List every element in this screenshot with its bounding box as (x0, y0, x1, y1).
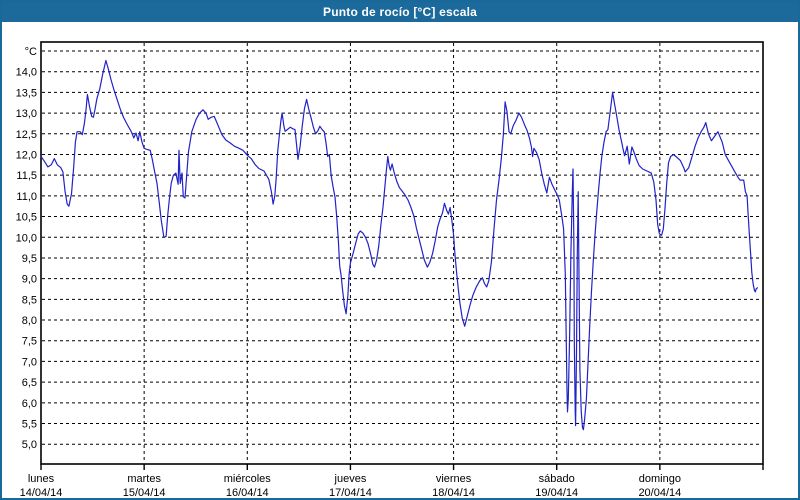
y-tick-label: 6,5 (22, 377, 37, 389)
y-tick-label: 11,0 (16, 191, 37, 203)
y-tick-label: 7,0 (22, 356, 37, 368)
day-name-label: jueves (334, 473, 367, 485)
y-tick-label: 10,0 (16, 232, 37, 244)
y-tick-label: 13,5 (16, 87, 37, 99)
dewpoint-series-line (40, 59, 759, 431)
y-tick-label: 8,0 (22, 315, 37, 327)
y-gridlines (42, 50, 762, 445)
y-tick-label: 14,0 (16, 67, 37, 79)
day-name-label: martes (127, 473, 161, 485)
day-date-label: 19/04/14 (535, 487, 578, 499)
y-tick-label: 10,5 (16, 212, 37, 224)
day-name-label: viernes (436, 473, 472, 485)
chart-area: °C 14,0 13,5 13,0 12,5 12,0 11,5 11,0 10,5 10,0 9,… (4, 24, 798, 499)
day-name-label: lunes (28, 473, 55, 485)
day-gridlines (143, 43, 661, 463)
x-axis-ticks (40, 464, 764, 470)
day-date-label: 20/04/14 (638, 487, 681, 499)
dewpoint-line-chart: °C 14,0 13,5 13,0 12,5 12,0 11,5 11,0 10,5 10,0 9,… (16, 41, 764, 499)
day-name-label: domingo (639, 473, 681, 485)
y-axis-labels: °C 14,0 13,5 13,0 12,5 12,0 11,5 11,0 10,5 10,0 9,… (16, 46, 37, 451)
y-tick-label: 11,5 (16, 170, 37, 182)
y-tick-label: 5,5 (22, 419, 37, 431)
day-name-label: miércoles (224, 473, 272, 485)
y-axis-unit-label: °C (25, 46, 37, 58)
day-date-label: 14/04/14 (20, 487, 63, 499)
day-date-label: 17/04/14 (329, 487, 372, 499)
y-tick-label: 12,0 (16, 149, 37, 161)
y-tick-label: 5,0 (22, 439, 37, 451)
day-date-label: 15/04/14 (123, 487, 166, 499)
window-title: Punto de rocío [°C] escala (322, 5, 478, 19)
x-axis-labels: lunes 14/04/14 martes 15/04/14 miércoles 16/0… (20, 473, 682, 499)
y-tick-label: 7,5 (22, 336, 37, 348)
y-tick-label: 9,5 (22, 253, 37, 265)
day-date-label: 18/04/14 (432, 487, 475, 499)
y-tick-label: 6,0 (22, 398, 37, 410)
y-tick-label: 13,0 (16, 108, 37, 120)
y-tick-label: 8,5 (22, 294, 37, 306)
day-name-label: sábado (539, 473, 575, 485)
window-titlebar[interactable]: Punto de rocío [°C] escala (2, 2, 798, 22)
plot-frame (40, 41, 764, 465)
day-date-label: 16/04/14 (226, 487, 269, 499)
y-tick-label: 9,0 (22, 274, 37, 286)
y-tick-label: 12,5 (16, 129, 37, 141)
